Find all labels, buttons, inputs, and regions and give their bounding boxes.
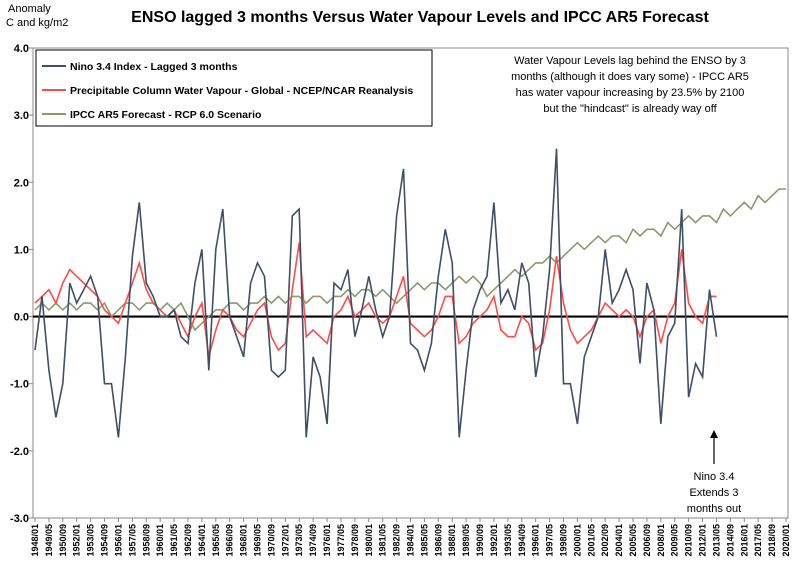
x-tick-label: 1962/09	[183, 524, 193, 557]
x-tick-label: 1957/05	[127, 524, 137, 557]
x-tick-label: 1949/05	[44, 524, 54, 557]
x-tick-label: 1952/01	[72, 524, 82, 557]
x-tick-label: 2020/01	[781, 524, 791, 557]
series-line	[34, 148, 718, 438]
x-tick-label: 1973/05	[294, 524, 304, 557]
y-tick-label: -1.0	[10, 379, 29, 391]
x-tick-label: 2017/05	[753, 524, 763, 557]
x-tick-label: 1954/09	[100, 524, 110, 557]
legend-label: IPCC AR5 Forecast - RCP 6.0 Scenario	[70, 109, 261, 121]
x-tick-label: 2005/05	[628, 524, 638, 557]
y-tick-label: 3.0	[14, 110, 29, 122]
x-tick-label: 1974/09	[308, 524, 318, 557]
y-tick-label: 0.0	[14, 312, 29, 324]
annotation: months out	[687, 503, 741, 515]
chart-title: ENSO lagged 3 months Versus Water Vapour…	[131, 9, 709, 26]
x-tick-label: 1958/09	[141, 524, 151, 557]
x-tick-label: 1993/05	[503, 524, 513, 557]
legend-label: Nino 3.4 Index - Lagged 3 months	[70, 61, 238, 73]
arrow-head	[710, 430, 718, 438]
y-tick-label: -3.0	[10, 513, 29, 525]
x-tick-label: 2010/09	[684, 524, 694, 557]
x-tick-label: 1960/01	[155, 524, 165, 557]
x-tick-label: 2008/01	[656, 524, 666, 557]
x-tick-label: 1953/05	[86, 524, 96, 557]
x-tick-label: 2001/05	[586, 524, 596, 557]
series-line	[34, 188, 786, 332]
x-tick-label: 2013/05	[711, 524, 721, 557]
x-tick-label: 1984/01	[406, 524, 416, 557]
x-tick-label: 1985/05	[419, 524, 429, 557]
annotation: Water Vapour Levels lag behind the ENSO …	[514, 55, 746, 67]
x-tick-label: 1969/05	[253, 524, 263, 557]
x-tick-label: 1992/01	[489, 524, 499, 557]
annotation: Nino 3.4	[694, 471, 735, 483]
x-tick-label: 2016/01	[739, 524, 749, 557]
y-tick-label: 1.0	[14, 244, 29, 256]
x-tick-label: 2004/01	[614, 524, 624, 557]
x-tick-label: 1996/01	[531, 524, 541, 557]
x-tick-label: 1988/01	[447, 524, 457, 557]
x-tick-label: 1986/09	[433, 524, 443, 557]
x-tick-label: 2000/01	[572, 524, 582, 557]
y-tick-label: 4.0	[14, 43, 29, 55]
x-tick-label: 1968/01	[239, 524, 249, 557]
y-axis-label: Anomaly	[8, 3, 51, 15]
x-tick-label: 1982/09	[392, 524, 402, 557]
legend-label: Precipitable Column Water Vapour - Globa…	[70, 85, 413, 97]
x-tick-label: 1978/09	[350, 524, 360, 557]
x-tick-label: 1994/09	[517, 524, 527, 557]
x-tick-label: 1981/05	[378, 524, 388, 557]
x-tick-label: 2014/09	[725, 524, 735, 557]
x-tick-label: 1997/05	[545, 524, 555, 557]
series-line	[34, 242, 717, 358]
annotation: months (although it does vary some) - IP…	[511, 71, 749, 83]
x-tick-label: 1950/09	[58, 524, 68, 557]
x-tick-label: 2006/09	[642, 524, 652, 557]
y-tick-label: -2.0	[10, 446, 29, 458]
x-tick-label: 2018/09	[767, 524, 777, 557]
x-tick-label: 1956/01	[113, 524, 123, 557]
x-tick-label: 1989/05	[461, 524, 471, 557]
annotation: but the "hindcast" is already way off	[543, 103, 717, 115]
x-tick-label: 1980/01	[364, 524, 374, 557]
x-tick-label: 1977/05	[336, 524, 346, 557]
x-tick-label: 1990/09	[475, 524, 485, 557]
y-tick-label: 2.0	[14, 177, 29, 189]
x-tick-label: 1970/09	[266, 524, 276, 557]
annotation: Extends 3	[690, 487, 739, 499]
x-tick-label: 1976/01	[322, 524, 332, 557]
x-tick-label: 2012/01	[698, 524, 708, 557]
x-tick-label: 1972/01	[280, 524, 290, 557]
y-axis-label: C and kg/m2	[6, 17, 68, 29]
x-tick-label: 1966/09	[225, 524, 235, 557]
x-tick-label: 1964/01	[197, 524, 207, 557]
x-tick-label: 2002/09	[600, 524, 610, 557]
x-tick-label: 2009/05	[670, 524, 680, 557]
x-tick-label: 1961/05	[169, 524, 179, 557]
x-tick-label: 1948/01	[30, 524, 40, 557]
x-tick-label: 1965/05	[211, 524, 221, 557]
annotation: has water vapour increasing by 23.5% by …	[516, 87, 745, 99]
x-tick-label: 1998/09	[558, 524, 568, 557]
legend-box	[35, 49, 433, 127]
